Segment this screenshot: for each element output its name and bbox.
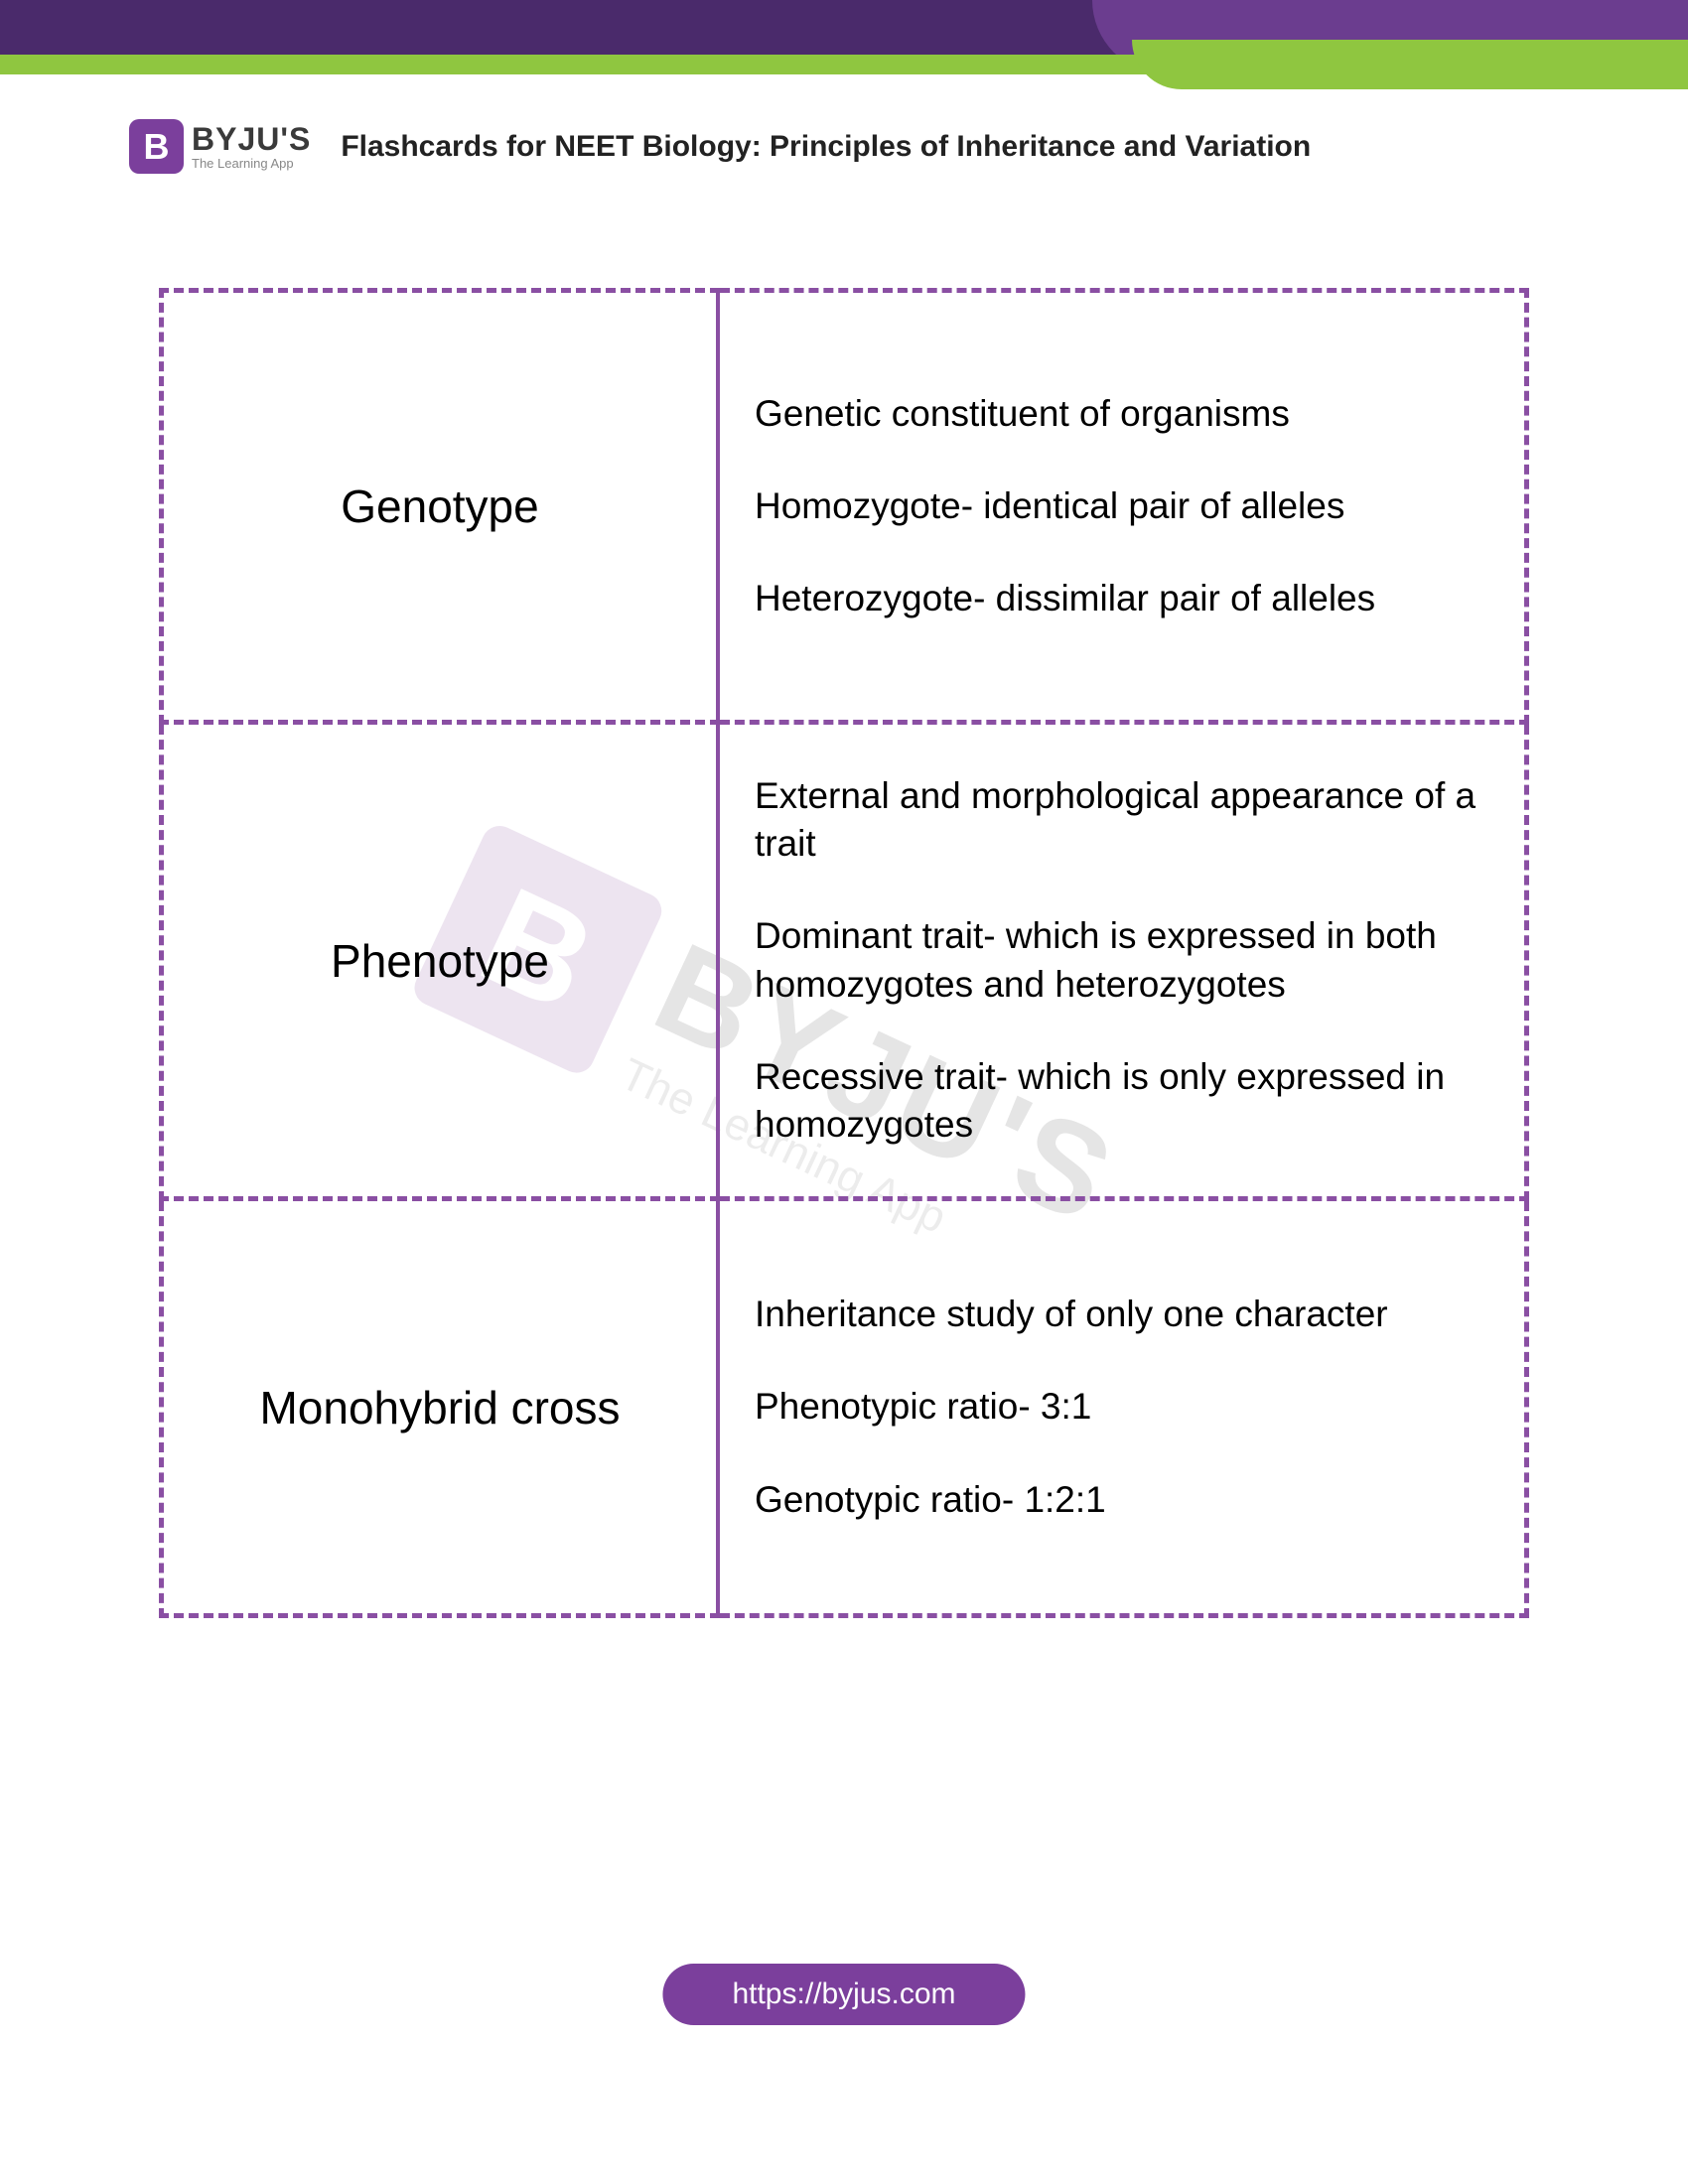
flashcard-row: Phenotype External and morphological appe…	[159, 725, 1529, 1201]
term-text: Monohybrid cross	[259, 1381, 620, 1434]
page-title: Flashcards for NEET Biology: Principles …	[341, 130, 1589, 164]
brand-logo: B BYJU'S The Learning App	[129, 119, 311, 174]
logo-text: BYJU'S The Learning App	[192, 123, 311, 170]
flashcard-row: Genotype Genetic constituent of organisms…	[159, 288, 1529, 725]
logo-sub-text: The Learning App	[192, 157, 311, 170]
definition-text: Recessive trait- which is only expressed…	[755, 1053, 1489, 1149]
definition-text: Genotypic ratio- 1:2:1	[755, 1476, 1489, 1524]
logo-main-text: BYJU'S	[192, 123, 311, 155]
logo-icon: B	[129, 119, 184, 174]
definition-cell: External and morphological appearance of…	[720, 725, 1529, 1201]
term-cell: Genotype	[159, 288, 720, 725]
definition-cell: Genetic constituent of organisms Homozygo…	[720, 288, 1529, 725]
definition-text: Heterozygote- dissimilar pair of alleles	[755, 575, 1489, 622]
term-text: Genotype	[341, 479, 538, 533]
term-cell: Monohybrid cross	[159, 1201, 720, 1618]
term-text: Phenotype	[331, 934, 549, 988]
definition-text: Dominant trait- which is expressed in bo…	[755, 912, 1489, 1008]
header-row: B BYJU'S The Learning App Flashcards for…	[129, 119, 1589, 174]
definition-cell: Inheritance study of only one character P…	[720, 1201, 1529, 1618]
term-cell: Phenotype	[159, 725, 720, 1201]
definition-text: Genetic constituent of organisms	[755, 390, 1489, 438]
definition-text: External and morphological appearance of…	[755, 772, 1489, 868]
definition-text: Homozygote- identical pair of alleles	[755, 482, 1489, 530]
definition-text: Phenotypic ratio- 3:1	[755, 1383, 1489, 1431]
flashcard-table: Genotype Genetic constituent of organisms…	[159, 288, 1529, 1618]
footer-url-pill: https://byjus.com	[662, 1964, 1025, 2025]
green-stripe-arc	[1132, 40, 1688, 89]
definition-text: Inheritance study of only one character	[755, 1291, 1489, 1338]
flashcard-row: Monohybrid cross Inheritance study of onl…	[159, 1201, 1529, 1618]
